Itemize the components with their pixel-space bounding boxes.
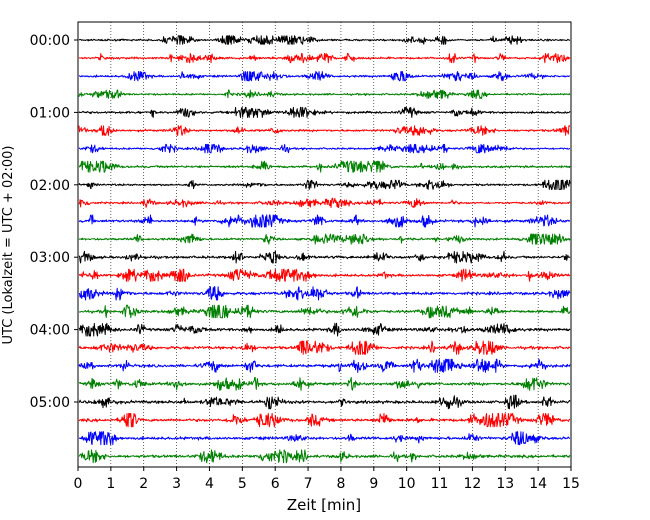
trace-0230: [78, 214, 571, 228]
x-tick-label: 2: [139, 476, 148, 492]
x-tick-label: 13: [496, 476, 514, 492]
y-axis: 00:00 01:00 02:00 03:00 04:00 05:00: [30, 33, 78, 411]
trace-0015: [78, 53, 571, 64]
x-tick-label: 6: [271, 476, 280, 492]
trace-0100: [78, 106, 571, 118]
trace-0345: [78, 304, 571, 319]
trace-0130: [78, 143, 571, 154]
grid-lines: [110, 22, 539, 467]
trace-0530: [78, 431, 571, 446]
trace-0045: [78, 89, 571, 99]
x-tick-label: 1: [106, 476, 115, 492]
trace-0515: [78, 413, 571, 428]
y-tick-label: 05:00: [30, 395, 70, 411]
x-axis-title: Zeit [min]: [287, 496, 361, 514]
trace-0400: [78, 322, 571, 337]
trace-0545: [78, 449, 571, 464]
x-tick-label: 15: [562, 476, 580, 492]
trace-0215: [78, 197, 571, 208]
trace-0245: [78, 233, 571, 245]
y-axis-title: UTC (Lokalzeit = UTC + 02:00): [1, 146, 16, 345]
x-tick-label: 14: [529, 476, 547, 492]
seismic-traces: [78, 35, 571, 464]
trace-0415: [78, 340, 571, 355]
x-tick-label: 9: [369, 476, 378, 492]
plot-frame: [77, 21, 572, 468]
x-tick-label: 7: [304, 476, 313, 492]
trace-0445: [78, 377, 571, 391]
x-tick-label: 4: [205, 476, 214, 492]
trace-0000: [78, 35, 571, 45]
y-tick-label: 01:00: [30, 105, 70, 121]
trace-0115: [78, 125, 571, 136]
trace-0200: [78, 179, 571, 190]
trace-0330: [78, 286, 571, 301]
y-tick-label: 00:00: [30, 33, 70, 49]
trace-0300: [78, 250, 571, 264]
x-tick-label: 8: [336, 476, 345, 492]
x-tick-label: 5: [238, 476, 247, 492]
x-tick-label: 0: [74, 476, 83, 492]
y-tick-label: 04:00: [30, 323, 70, 339]
y-tick-label: 03:00: [30, 250, 70, 266]
y-tick-label: 02:00: [30, 178, 70, 194]
trace-0145: [78, 160, 571, 173]
trace-0030: [78, 71, 571, 82]
trace-0430: [78, 358, 571, 373]
x-tick-label: 10: [398, 476, 416, 492]
x-tick-label: 11: [431, 476, 449, 492]
trace-0315: [78, 268, 571, 282]
trace-0500: [78, 394, 571, 410]
x-tick-label: 12: [463, 476, 481, 492]
x-axis: 0 1 2 3 4 5 6 7 8 9 10 11 12 13 14 15: [74, 467, 580, 492]
x-tick-label: 3: [172, 476, 181, 492]
